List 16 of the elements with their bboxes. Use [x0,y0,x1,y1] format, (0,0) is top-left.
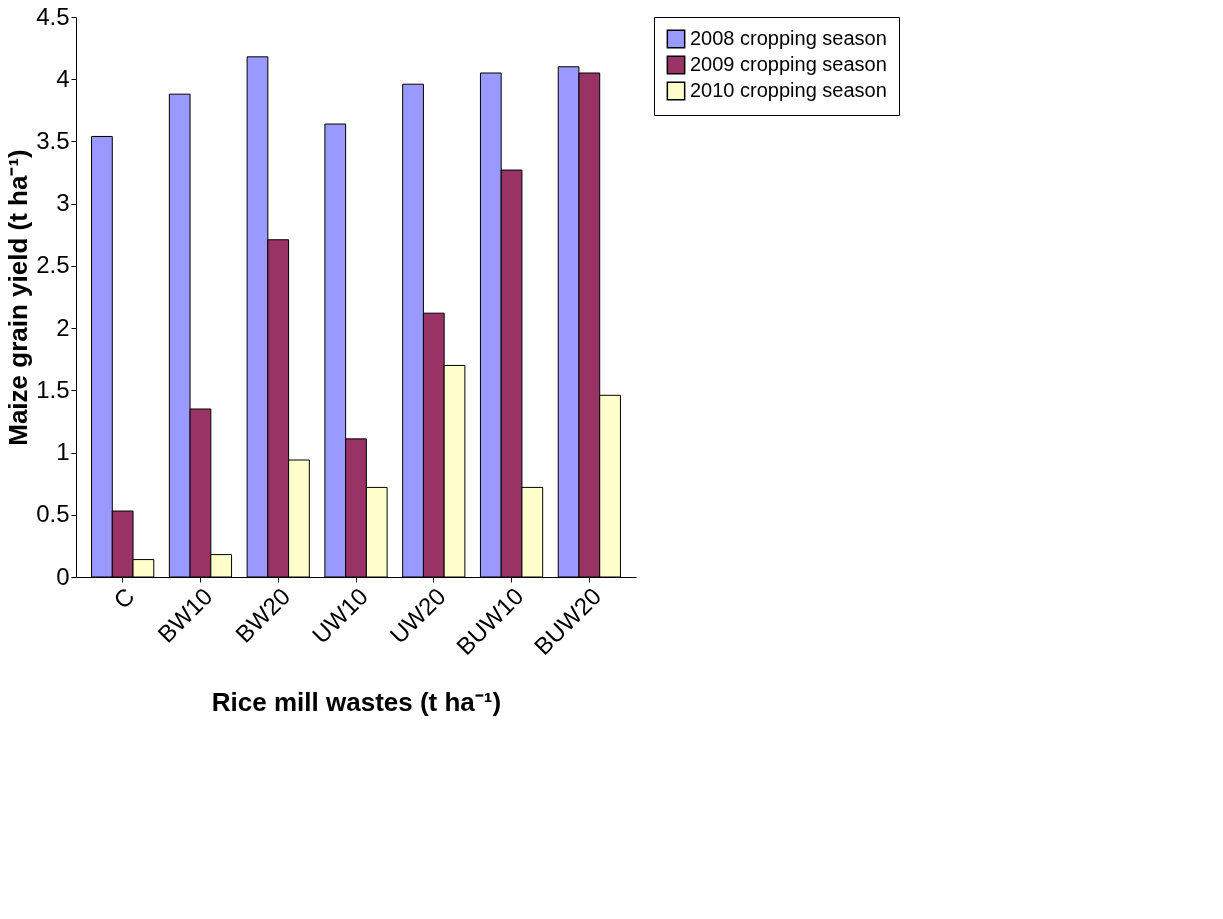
y-axis-title: Maize grain yield (t ha⁻¹) [3,149,34,446]
y-tick-label: 3 [56,189,70,217]
y-tick-label: 0 [56,562,70,590]
y-tick-label: 2 [56,313,70,341]
legend-label: 2008 cropping season [690,27,887,49]
y-tick-label: 2.5 [36,251,70,279]
y-tick-label: 4 [56,64,70,92]
x-tick-label: C [108,582,140,614]
x-axis-title: Rice mill wastes (t ha⁻¹) [211,686,502,717]
y-tick-label: 1.5 [36,375,70,403]
legend-label: 2010 cropping season [690,79,887,101]
y-tick-label: 3.5 [36,126,70,154]
y-tick-label: 4.5 [36,2,70,30]
y-tick-label: 1 [56,438,70,466]
y-tick-label: 0.5 [36,500,70,528]
legend-label: 2009 cropping season [690,53,887,75]
